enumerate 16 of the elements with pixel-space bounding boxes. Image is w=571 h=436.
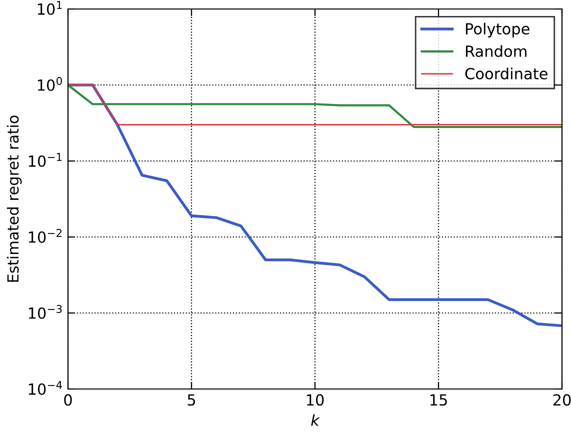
x-tick-label: 20 <box>553 394 571 406</box>
y-tick-label: 10$^{1}$ <box>38 1 62 15</box>
x-axis-title: k <box>311 414 320 426</box>
legend-label: Polytope <box>466 22 530 38</box>
x-tick-label: 5 <box>188 394 196 406</box>
y-axis-title: Estimated regret ratio <box>6 116 22 282</box>
y-tick-label: 10$^{−4}$ <box>28 381 62 395</box>
y-tick-label: 10$^{−3}$ <box>28 304 62 319</box>
x-tick-label: 15 <box>430 394 447 406</box>
legend-label: Random <box>466 45 526 57</box>
y-tick-label: 10$^{0}$ <box>38 76 62 91</box>
x-tick-label: 10 <box>306 394 324 406</box>
y-tick-label: 10$^{−2}$ <box>28 228 62 243</box>
y-tick-label: 10$^{−1}$ <box>28 153 62 167</box>
x-tick-label: 0 <box>64 394 72 406</box>
legend-label: Coordinate <box>465 68 548 80</box>
